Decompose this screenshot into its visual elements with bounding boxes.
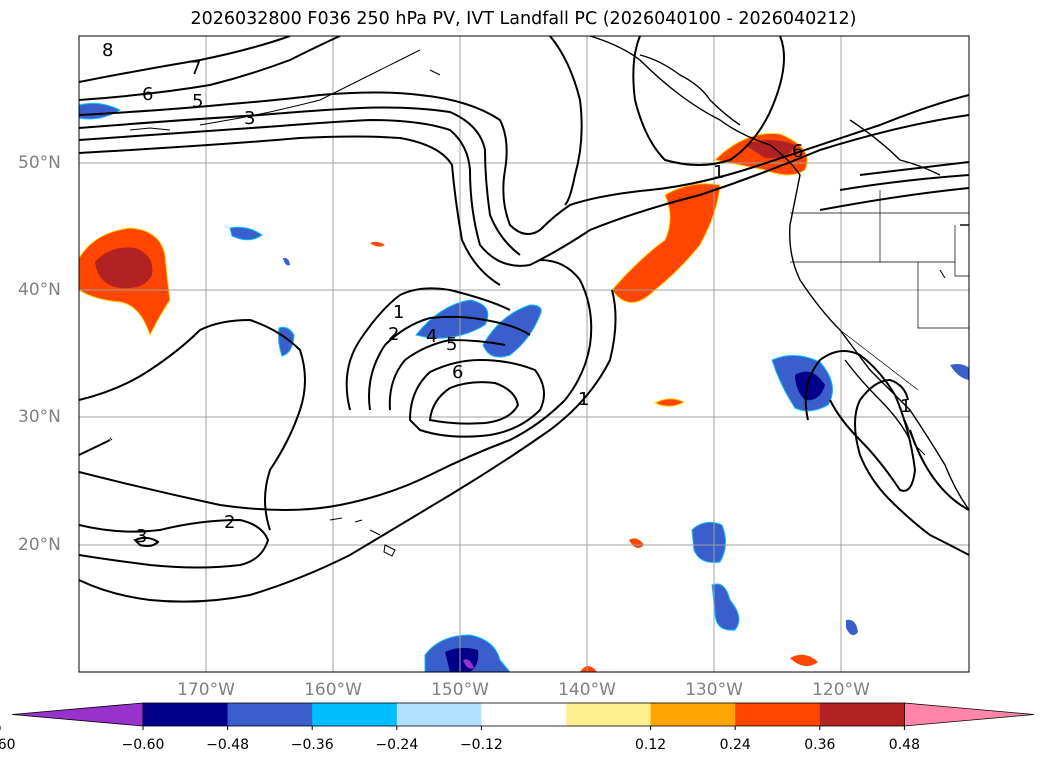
- contour-label: 8: [102, 40, 113, 61]
- contour-label: 2: [224, 512, 235, 533]
- contour-line: [79, 114, 969, 267]
- contour-labels: 8 7 6 5 3 1 2 4 5 6 1 2 3 6 1 1: [102, 40, 911, 547]
- strong-negative-anomaly-patch: [795, 371, 825, 401]
- contour-label: 6: [452, 362, 463, 383]
- contour-line: [804, 350, 917, 492]
- contour-label: 1: [900, 396, 911, 417]
- contour-line: [368, 315, 531, 411]
- contour-line: [79, 259, 593, 511]
- colorbar-tick-label: 0.60: [0, 737, 16, 753]
- colorbar-segment: [396, 703, 482, 726]
- contour-line: [79, 135, 501, 286]
- strong-positive-anomaly-patch: [745, 140, 795, 159]
- contour-line: [133, 536, 160, 547]
- contour-label: 1: [393, 302, 404, 323]
- contour-line: [632, 36, 785, 166]
- negative-anomaly-patch: [691, 521, 726, 563]
- contour-label: 6: [142, 84, 153, 105]
- contour-line: [79, 36, 341, 101]
- colorbar-tick-label: 0.48: [888, 737, 920, 753]
- graticule: [79, 36, 969, 672]
- contour-line: [428, 381, 520, 425]
- coastlines: [589, 36, 969, 511]
- shaded-anomalies: [79, 102, 969, 672]
- contour-line: [819, 187, 969, 211]
- colorbar-segment: [566, 703, 652, 726]
- colorbar-extend-high: [904, 702, 1035, 727]
- colorbar-tick-label: −0.48: [206, 737, 250, 753]
- contour-label: 3: [244, 108, 255, 129]
- contour-label: 1: [578, 389, 589, 410]
- contour-line: [408, 358, 545, 438]
- colorbar-tick-label: −0.24: [375, 737, 419, 753]
- contour-label: 3: [136, 526, 147, 547]
- contour-line: [909, 429, 969, 511]
- negative-anomaly-patch: [229, 226, 263, 241]
- contour-label: 1: [713, 162, 724, 183]
- contour-line: [79, 106, 521, 256]
- contour-line: [79, 318, 306, 531]
- contour-line: [345, 287, 511, 411]
- colorbar-extend-low: [11, 702, 144, 727]
- colorbar-segment: [143, 703, 229, 726]
- lon-tick-label: 130°W: [685, 680, 743, 700]
- colorbar-segment: [481, 703, 567, 726]
- lon-tick-label: 140°W: [558, 680, 616, 700]
- contour-line: [839, 174, 969, 191]
- contour-label: 6: [792, 141, 803, 162]
- lon-tick-label: 160°W: [304, 680, 362, 700]
- contour-line: [854, 378, 969, 556]
- colorbar-segments: [0, 702, 1035, 730]
- lat-tick-label: 40°N: [18, 280, 61, 300]
- colorbar-tick-label: 0.24: [719, 737, 751, 753]
- strong-positive-anomaly-patch: [95, 247, 153, 289]
- colorbar-segment: [650, 703, 736, 726]
- contour-label: 4: [426, 326, 437, 347]
- contour-line: [79, 518, 270, 569]
- colorbar-segment: [735, 703, 821, 726]
- lon-tick-label: 150°W: [431, 680, 489, 700]
- contour-label: 2: [388, 324, 399, 345]
- contour-line: [388, 338, 506, 411]
- lat-tick-label: 20°N: [18, 535, 61, 555]
- colorbar-tick-label: −0.36: [290, 737, 334, 753]
- pv-contours: [79, 36, 969, 603]
- lon-tick-label: 170°W: [177, 680, 235, 700]
- negative-anomaly-patch: [415, 299, 489, 339]
- political-borders: [790, 190, 969, 391]
- contour-line: [79, 91, 969, 235]
- map-title: 2026032800 F036 250 hPa PV, IVT Landfall…: [190, 9, 857, 29]
- contour-line: [549, 36, 583, 206]
- contour-label: 5: [192, 91, 203, 112]
- lon-tick-label: 120°W: [812, 680, 870, 700]
- colorbar-segment: [312, 703, 398, 726]
- lat-tick-label: 30°N: [18, 407, 61, 427]
- contour-label: 5: [446, 334, 457, 355]
- colorbar-tick-label: 0.36: [804, 737, 836, 753]
- colorbar-tick-label: −0.60: [121, 737, 165, 753]
- colorbar-tick-label: 0.12: [635, 737, 667, 753]
- colorbar-tick-label: −0.12: [459, 737, 503, 753]
- map-frame: [78, 35, 970, 673]
- contour-line: [79, 439, 111, 456]
- contour-label: 7: [190, 58, 201, 79]
- contour-line: [859, 161, 969, 176]
- colorbar-segment: [819, 703, 905, 726]
- colorbar-segment: [227, 703, 313, 726]
- map-panel: 8 7 6 5 3 1 2 4 5 6 1 2 3 6 1 1: [78, 35, 970, 673]
- contour-line: [79, 36, 291, 83]
- lat-tick-label: 50°N: [18, 153, 61, 173]
- colorbar-outline: [142, 702, 905, 727]
- contour-line: [79, 289, 617, 603]
